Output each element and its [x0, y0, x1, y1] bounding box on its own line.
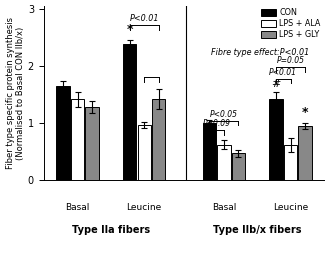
Text: Basal: Basal: [212, 203, 236, 212]
Text: P<0.01: P<0.01: [129, 14, 159, 23]
Bar: [85, 107, 99, 180]
Bar: [123, 44, 136, 180]
Text: Type IIa fibers: Type IIa fibers: [72, 225, 150, 236]
Text: Leucine: Leucine: [127, 203, 162, 212]
Text: P<0.05: P<0.05: [210, 110, 238, 119]
Legend: CON, LPS + ALA, LPS + GLY: CON, LPS + ALA, LPS + GLY: [261, 8, 320, 39]
Bar: [152, 99, 165, 180]
Bar: [71, 99, 84, 180]
Bar: [203, 123, 216, 180]
Bar: [269, 99, 283, 180]
Text: P=0.05: P=0.05: [277, 57, 305, 66]
Text: Basal: Basal: [65, 203, 90, 212]
Text: Leucine: Leucine: [273, 203, 308, 212]
Text: P=0.09: P=0.09: [203, 119, 231, 128]
Text: *: *: [126, 23, 133, 36]
Bar: [298, 126, 312, 180]
Y-axis label: Fiber type specific protein synthesis
(Normalised to Basal CON IIb/x): Fiber type specific protein synthesis (N…: [6, 17, 25, 169]
Text: Fibre type effect:P<0.01: Fibre type effect:P<0.01: [211, 48, 309, 57]
Bar: [138, 125, 151, 180]
Text: P<0.01: P<0.01: [269, 68, 297, 77]
Bar: [284, 145, 297, 180]
Text: *: *: [302, 106, 308, 119]
Text: #: #: [271, 79, 281, 89]
Text: Type IIb/x fibers: Type IIb/x fibers: [213, 225, 302, 236]
Bar: [56, 86, 70, 180]
Bar: [232, 153, 245, 180]
Bar: [217, 145, 231, 180]
